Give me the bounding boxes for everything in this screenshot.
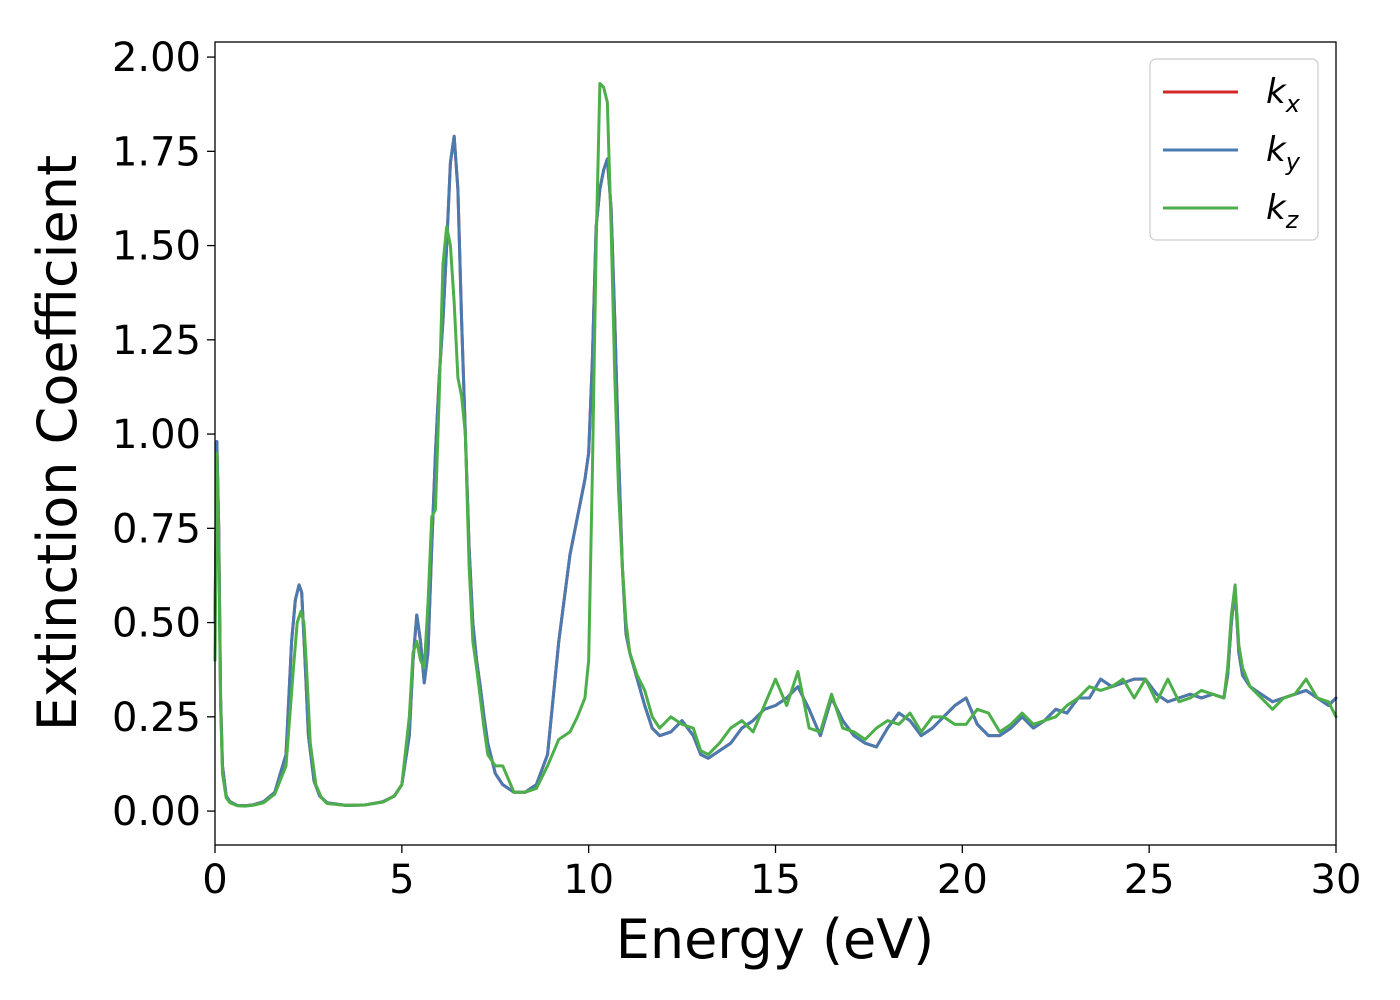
y-tick-label: 1.75 xyxy=(112,129,201,175)
y-tick-label: 1.50 xyxy=(112,224,201,270)
y-tick-label: 1.25 xyxy=(112,318,201,364)
series-lines xyxy=(213,81,1338,808)
x-tick-label: 15 xyxy=(750,857,801,903)
legend: kx ky kz xyxy=(1149,58,1319,241)
x-tick-label: 0 xyxy=(202,857,227,903)
y-tick-label: 0.75 xyxy=(112,506,201,552)
y-tick-label: 0.50 xyxy=(112,601,201,647)
legend-label-y: ky xyxy=(1266,130,1301,176)
x-tick-label: 30 xyxy=(1311,857,1362,903)
x-tick-label: 10 xyxy=(563,857,614,903)
x-tick-label: 5 xyxy=(389,857,414,903)
y-tick-label: 0.25 xyxy=(112,695,201,741)
x-axis-title: Energy (eV) xyxy=(616,908,935,971)
y-axis-title: Extinction Coefficient xyxy=(26,155,89,731)
legend-label-z: kz xyxy=(1266,188,1300,234)
y-axis: 0.00 0.25 0.50 0.75 1.00 1.25 1.50 1.75 2.00 xyxy=(112,35,215,835)
y-tick-label: 2.00 xyxy=(112,35,201,81)
legend-label-x: kx xyxy=(1266,72,1301,118)
series-line-z xyxy=(213,81,1338,808)
y-tick-label: 1.00 xyxy=(112,412,201,458)
x-axis: 0 5 10 15 20 25 30 xyxy=(202,845,1361,903)
x-tick-label: 25 xyxy=(1124,857,1175,903)
plot-area xyxy=(215,42,1336,845)
x-tick-label: 20 xyxy=(937,857,988,903)
y-tick-label: 0.00 xyxy=(112,789,201,835)
